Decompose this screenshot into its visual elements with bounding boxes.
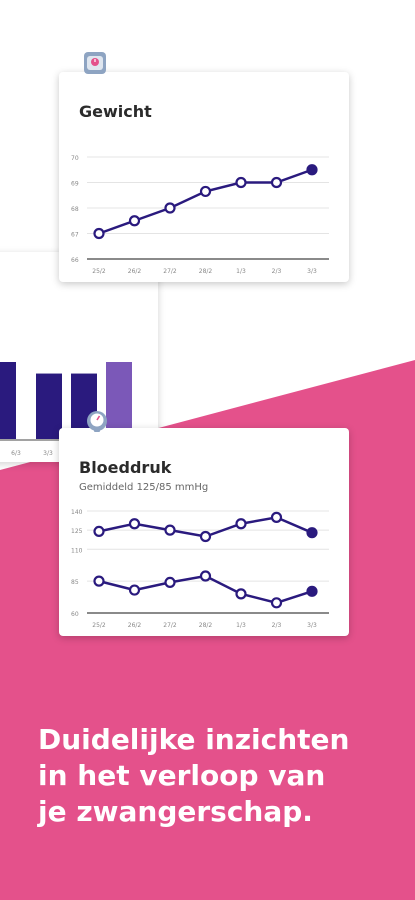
data-point <box>93 575 105 587</box>
y-tick-label: 67 <box>71 232 79 239</box>
x-tick-label: 27/2 <box>163 268 177 275</box>
x-tick-label: 25/2 <box>92 622 106 629</box>
data-point <box>199 185 212 198</box>
y-tick-label: 110 <box>71 547 83 554</box>
y-tick-label: 85 <box>71 579 79 586</box>
y-tick-label: 140 <box>71 509 83 516</box>
tagline-line-2: in het verloop van <box>38 759 326 792</box>
data-point <box>270 176 283 189</box>
x-tick-label: 6/3 <box>11 450 21 457</box>
scale-icon <box>84 52 106 74</box>
bar <box>36 373 62 439</box>
y-tick-label: 125 <box>71 528 83 535</box>
x-tick-label: 3/3 <box>307 622 317 629</box>
data-point <box>128 215 141 227</box>
data-point <box>270 597 283 609</box>
blood-pressure-title: Bloeddruk <box>79 458 172 477</box>
x-tick-label: 3/3 <box>43 450 53 457</box>
blood-pressure-chart: 60 85 110 125 140 25/2 26/2 27/2 28/2 1/3 2/3 3/3 <box>71 509 329 629</box>
tagline: Duidelijke inzichten in het verloop van … <box>38 722 398 830</box>
data-point <box>128 584 141 596</box>
blood-pressure-card[interactable]: Bloeddruk Gemiddeld 125/85 mmHg 60 85 110 1… <box>59 428 349 636</box>
y-tick-label: 66 <box>71 257 79 264</box>
y-tick-label: 60 <box>71 611 79 618</box>
x-tick-label: 26/2 <box>128 268 142 275</box>
data-point <box>164 202 176 214</box>
blood-pressure-gauge-icon <box>87 411 107 432</box>
blood-pressure-average: Gemiddeld 125/85 mmHg <box>79 482 209 493</box>
data-point <box>93 227 105 240</box>
data-point <box>199 570 212 582</box>
x-tick-label: 26/2 <box>128 622 142 629</box>
x-tick-label: 27/2 <box>163 622 177 629</box>
x-tick-label: 25/2 <box>92 268 106 275</box>
data-point <box>306 585 318 597</box>
y-tick-label: 68 <box>71 206 79 213</box>
tagline-line-1: Duidelijke inzichten <box>38 723 350 756</box>
data-point <box>306 164 318 176</box>
weight-chart: 66 67 68 69 70 25/2 26/2 27/2 28/2 1/3 2/3 3/3 <box>71 155 329 275</box>
weight-title: Gewicht <box>79 102 152 121</box>
data-point <box>93 525 105 538</box>
y-tick-label: 70 <box>71 155 79 162</box>
data-point <box>235 588 247 600</box>
x-tick-label: 3/3 <box>307 268 317 275</box>
x-tick-label: 2/3 <box>272 268 282 275</box>
y-tick-label: 69 <box>71 181 79 188</box>
weight-card[interactable]: Gewicht 66 67 68 69 70 25/2 26/2 27/2 28/2 1/3 2/3… <box>59 72 349 282</box>
data-point <box>164 524 176 536</box>
x-tick-label: 1/3 <box>236 622 246 629</box>
x-tick-label: 28/2 <box>199 268 213 275</box>
data-point <box>235 518 247 530</box>
bar <box>106 362 132 439</box>
data-point <box>306 527 318 539</box>
x-tick-label: 1/3 <box>236 268 246 275</box>
bar <box>0 362 16 439</box>
data-point <box>164 576 176 588</box>
data-point <box>199 530 212 543</box>
data-point <box>270 511 283 523</box>
tagline-line-3: je zwangerschap. <box>38 795 313 828</box>
data-point <box>128 518 141 530</box>
x-tick-label: 2/3 <box>272 622 282 629</box>
data-point <box>235 176 247 189</box>
x-tick-label: 28/2 <box>199 622 213 629</box>
